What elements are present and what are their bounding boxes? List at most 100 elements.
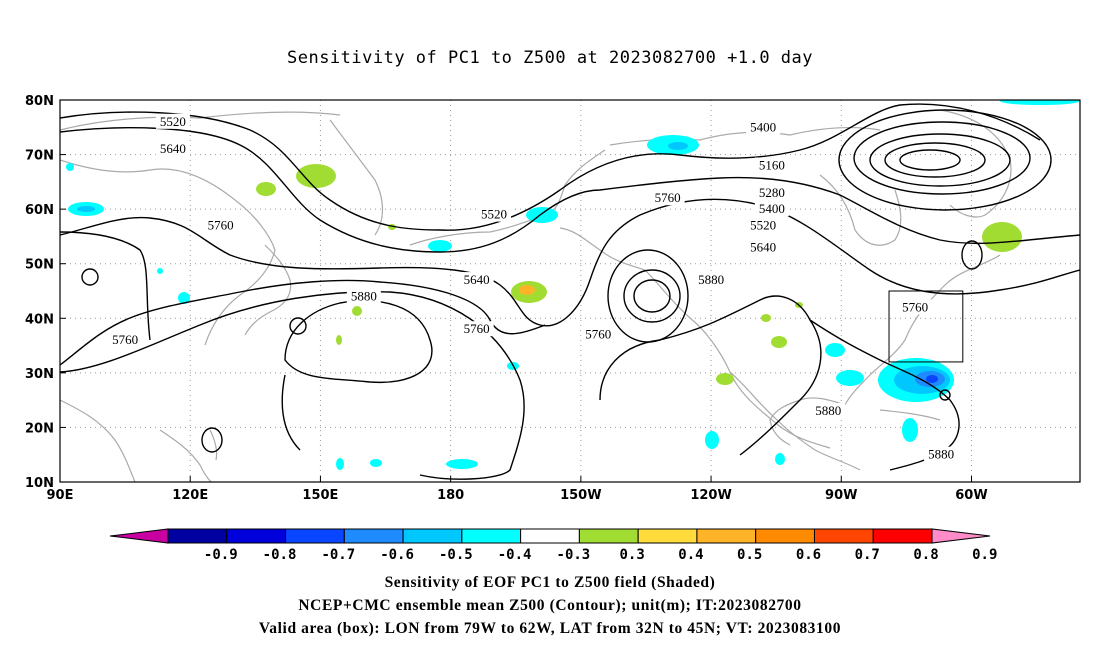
- colorbar-segment: [461, 528, 522, 544]
- sensitivity-shading: [66, 100, 1080, 470]
- caption-contour: NCEP+CMC ensemble mean Z500 (Contour); u…: [298, 597, 802, 614]
- colorbar-label: 0.6: [796, 547, 821, 563]
- contour-label-bg: [203, 217, 238, 233]
- lat-tick-label: 20N: [25, 421, 54, 436]
- map-title: Sensitivity of PC1 to Z500 at 2023082700…: [286, 48, 813, 68]
- lon-tick-label: 60W: [955, 488, 987, 503]
- colorbar-segment: [813, 528, 874, 544]
- contour-label: 5760: [585, 327, 611, 342]
- lon-tick-label: 180: [437, 488, 464, 503]
- colorbar-segment: [285, 528, 345, 544]
- lat-tick-label: 40N: [25, 312, 54, 327]
- contour-label: 5760: [464, 321, 490, 336]
- contour-label: 5520: [160, 114, 186, 129]
- colorbar-label: -0.4: [498, 547, 532, 563]
- contour-label: 5280: [759, 185, 785, 200]
- contour-label-bg: [459, 321, 494, 337]
- contour-label-bg: [811, 403, 846, 419]
- valid-area-box: [888, 290, 964, 363]
- colorbar-min-triangle: [109, 528, 169, 544]
- longitude-labels: 90E 120E 150E 180 150W 120W 90W 60W: [47, 476, 988, 503]
- caption-valid-area: Valid area (box): LON from 79W to 62W, L…: [258, 620, 842, 637]
- lon-tick-label: 90E: [47, 488, 74, 503]
- contour-label-bg: [746, 239, 781, 255]
- contour-label-bg: [694, 272, 729, 288]
- lon-tick-label: 120E: [172, 488, 208, 503]
- z500-contours: [60, 103, 1080, 480]
- contour-label-bg: [581, 326, 616, 342]
- contour-label: 5400: [759, 201, 785, 216]
- colorbar-segment: [578, 528, 639, 544]
- lon-tick-label: 150W: [560, 488, 601, 503]
- contour-label: 5880: [928, 447, 954, 462]
- contour-label: 5520: [481, 207, 507, 222]
- contour-label: 5880: [351, 288, 377, 303]
- colorbar-label: 0.7: [855, 547, 880, 563]
- colorbar: -0.9 -0.8 -0.7 -0.6 -0.5 -0.4 -0.3 0.3 0.4 0.5 0.6…: [109, 528, 997, 563]
- contour-label-bg: [754, 184, 789, 200]
- colorbar-label: 0.8: [913, 547, 938, 563]
- contour-label: 5640: [160, 141, 186, 156]
- colorbar-label: -0.8: [263, 547, 297, 563]
- contour-label-bg: [650, 190, 685, 206]
- contour-label: 5520: [750, 218, 776, 233]
- colorbar-label: -0.5: [439, 547, 473, 563]
- map-border: [59, 99, 1081, 483]
- contour-label: 5760: [655, 190, 681, 205]
- colorbar-max-triangle: [931, 528, 991, 544]
- colorbar-label: 0.9: [972, 547, 997, 563]
- lat-tick-label: 30N: [25, 367, 54, 382]
- colorbar-segment: [520, 528, 580, 544]
- contour-label: 5400: [750, 119, 776, 134]
- colorbar-segment: [167, 528, 228, 544]
- contour-label-bg: [924, 446, 959, 462]
- lon-tick-label: 120W: [690, 488, 731, 503]
- contour-label: 5880: [815, 403, 841, 418]
- colorbar-label: 0.3: [620, 547, 645, 563]
- colorbar-label: -0.3: [557, 547, 591, 563]
- contour-label-bg: [346, 288, 381, 304]
- colorbar-segment: [755, 528, 815, 544]
- lat-tick-label: 60N: [25, 203, 54, 218]
- contour-label-bg: [155, 113, 190, 129]
- contour-label-bg: [108, 332, 143, 348]
- lat-tick-label: 10N: [25, 476, 54, 491]
- colorbar-label: 0.4: [678, 547, 703, 563]
- contour-label: 5160: [759, 157, 785, 172]
- colorbar-segment: [402, 528, 463, 544]
- lat-lon-grid: [60, 100, 1080, 482]
- contour-label: 5760: [112, 332, 138, 347]
- contour-labels: 5400516052805400552056405520564057605520…: [108, 113, 959, 462]
- latitude-labels: 80N 70N 60N 50N 40N 30N 20N 10N: [25, 94, 66, 491]
- contour-label: 5640: [464, 272, 490, 287]
- contour-label-bg: [459, 272, 494, 288]
- colorbar-label: 0.5: [737, 547, 762, 563]
- lat-tick-label: 80N: [25, 94, 54, 109]
- colorbar-segment: [637, 528, 698, 544]
- colorbar-label: -0.9: [204, 547, 238, 563]
- colorbar-label: -0.6: [380, 547, 414, 563]
- coastlines: [60, 109, 1012, 482]
- colorbar-segment: [226, 528, 287, 544]
- colorbar-segment: [696, 528, 757, 544]
- contour-label: 5640: [750, 239, 776, 254]
- contour-label: 5880: [698, 272, 724, 287]
- contour-label: 5760: [902, 299, 928, 314]
- lon-tick-label: 150E: [302, 488, 338, 503]
- contour-label-bg: [746, 119, 781, 135]
- contour-label-bg: [754, 157, 789, 173]
- lat-tick-label: 70N: [25, 149, 54, 164]
- caption-shading: Sensitivity of EOF PC1 to Z500 field (Sh…: [384, 574, 716, 591]
- contour-label-bg: [746, 217, 781, 233]
- colorbar-segment: [343, 528, 404, 544]
- contour-label-bg: [754, 201, 789, 217]
- contour-label-bg: [477, 206, 512, 222]
- contour-label-bg: [898, 299, 933, 315]
- lat-tick-label: 50N: [25, 258, 54, 273]
- lon-tick-label: 90W: [825, 488, 857, 503]
- contour-label: 5760: [208, 218, 234, 233]
- colorbar-label: -0.7: [321, 547, 355, 563]
- colorbar-segment: [872, 528, 933, 544]
- contour-label-bg: [155, 141, 190, 157]
